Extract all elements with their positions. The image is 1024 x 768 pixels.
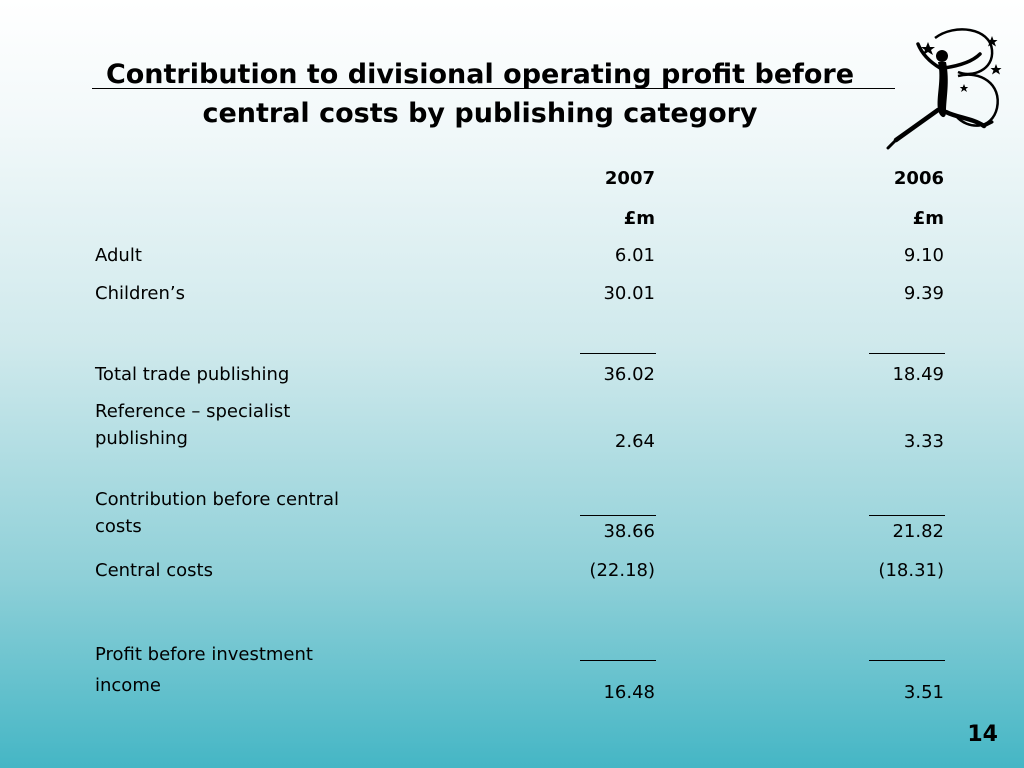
dancing-figure-logo-icon: [886, 28, 1002, 150]
row-label: Adult: [95, 245, 142, 266]
value-2006: 18.49: [892, 364, 944, 385]
year-2006-header: 2006: [893, 168, 944, 189]
value-2006: 21.82: [892, 521, 944, 542]
value-2007: 36.02: [603, 364, 655, 385]
value-2007: 30.01: [603, 283, 655, 304]
value-2007: 38.66: [603, 521, 655, 542]
value-2007: (22.18): [589, 560, 655, 581]
title-underline: [92, 88, 895, 89]
page-title: Contribution to divisional operating pro…: [105, 59, 855, 129]
subtotal-rule: [580, 353, 656, 354]
subtotal-rule: [869, 353, 945, 354]
row-label: Central costs: [95, 560, 213, 581]
row-label: Children’s: [95, 283, 185, 304]
value-2006: 9.39: [903, 283, 944, 304]
subtotal-rule: [869, 660, 945, 661]
value-2006: (18.31): [878, 560, 944, 581]
value-2006: 3.51: [903, 682, 944, 703]
subtotal-rule: [869, 515, 945, 516]
unit-2007-header: £m: [623, 208, 655, 229]
row-label: Reference – specialist publishing: [95, 401, 291, 449]
value-2006: 9.10: [903, 245, 944, 266]
year-2007-header: 2007: [604, 168, 655, 189]
subtotal-rule: [580, 660, 656, 661]
subtotal-rule: [580, 515, 656, 516]
value-2007: 16.48: [603, 682, 655, 703]
value-2006: 3.33: [903, 431, 944, 452]
unit-2006-header: £m: [912, 208, 944, 229]
value-2007: 2.64: [614, 431, 655, 452]
value-2007: 6.01: [614, 245, 655, 266]
row-label: Contribution before central costs: [95, 489, 340, 537]
page-number: 14: [967, 722, 998, 747]
row-label: Profit before investment income: [95, 644, 313, 696]
row-label: Total trade publishing: [95, 364, 290, 385]
